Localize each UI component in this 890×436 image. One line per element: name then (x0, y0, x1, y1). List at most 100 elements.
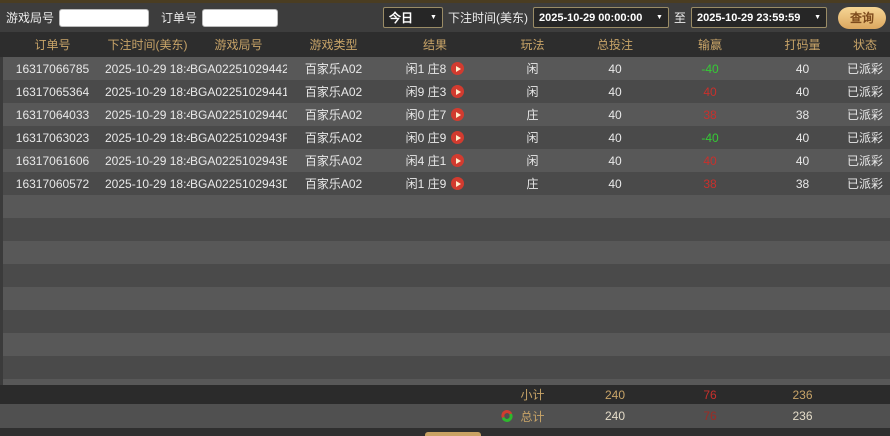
play-icon[interactable] (451, 85, 465, 98)
grand-total-label: 总计 (520, 409, 545, 424)
cut-off-gold-element (425, 432, 481, 436)
order-no-label: 订单号 (161, 11, 198, 25)
subtotal-total-bet: 240 (604, 387, 626, 402)
status-cell: 已派彩 (846, 154, 883, 168)
turnover-cell: 40 (795, 84, 810, 99)
end-datetime-value: 2025-10-29 23:59:59 (697, 11, 801, 24)
column-header-game-type: 游戏类型 (309, 38, 358, 52)
bet-time-cell: 2025-10-29 18:45 (105, 84, 190, 99)
win-loss-cell: -40 (701, 130, 719, 145)
table-body: 16317066785 2025-10-29 18:46 BGA02251029… (0, 57, 890, 195)
game-type-cell: 百家乐A02 (304, 154, 363, 168)
subtotal-row: 小计 240 76 236 (0, 385, 890, 404)
round-no-cell: BGA02251029441 (190, 84, 287, 99)
order-no-input[interactable] (202, 8, 279, 27)
column-header-turnover: 打码量 (784, 38, 821, 52)
order-no-cell: 16317065364 (15, 84, 90, 99)
play-triangle (456, 157, 462, 164)
total-bet-cell: 40 (608, 130, 622, 145)
column-header-status: 状态 (852, 38, 877, 52)
column-header-win-loss: 输赢 (697, 38, 722, 52)
to-label: 至 (673, 11, 686, 25)
table-row: 16317063023 2025-10-29 18:44 BGA02251029… (0, 126, 890, 149)
grand-total-label-cell: 总计 (490, 404, 575, 428)
column-header-result: 结果 (422, 38, 447, 52)
order-no-cell: 16317064033 (15, 107, 90, 122)
end-datetime-select[interactable]: 2025-10-29 23:59:59 ▼ (691, 7, 827, 28)
game-type-cell: 百家乐A02 (304, 131, 363, 145)
table-header: 订单号 下注时间(美东) 游戏局号 游戏类型 结果 玩法 总投注 输赢 打码量 … (0, 32, 890, 57)
turnover-cell: 38 (795, 107, 810, 122)
play-icon[interactable] (451, 177, 465, 190)
bet-time-cell: 2025-10-29 18:44 (105, 130, 190, 145)
status-cell: 已派彩 (846, 131, 883, 145)
win-loss-cell: 40 (703, 84, 717, 99)
status-cell: 已派彩 (846, 177, 883, 191)
table-row: 16317066785 2025-10-29 18:46 BGA02251029… (0, 57, 890, 80)
bet-time-cell: 2025-10-29 18:44 (105, 107, 190, 122)
round-no-cell: BGA02251029442 (190, 61, 287, 76)
play-type-cell: 闲 (526, 154, 539, 168)
round-no-cell: BGA0225102943F (190, 130, 287, 145)
result-text: 闲4 庄1 (405, 154, 447, 168)
table-row: 16317060572 2025-10-29 18:42 BGA02251029… (0, 172, 890, 195)
refresh-icon[interactable] (498, 407, 516, 425)
subtotal-turnover: 236 (792, 387, 813, 402)
top-edge-strip (0, 0, 890, 3)
game-type-cell: 百家乐A02 (304, 85, 363, 99)
play-type-cell: 庄 (526, 108, 539, 122)
result-text: 闲1 庄9 (405, 177, 447, 191)
total-bet-cell: 40 (608, 84, 622, 99)
play-icon[interactable] (451, 131, 465, 144)
grand-total-win-loss: 76 (703, 409, 717, 423)
play-type-cell: 庄 (526, 177, 539, 191)
turnover-cell: 40 (795, 153, 810, 168)
play-icon[interactable] (451, 154, 465, 167)
game-round-input[interactable] (59, 8, 150, 27)
play-type-cell: 闲 (526, 131, 539, 145)
date-range-value: 今日 (388, 11, 413, 25)
status-cell: 已派彩 (846, 108, 883, 122)
result-cell: 闲9 庄3 (380, 83, 490, 100)
round-no-cell: BGA0225102943D (190, 176, 287, 191)
chevron-down-icon: ▼ (430, 14, 437, 21)
turnover-cell: 38 (795, 176, 810, 191)
bet-time-label: 下注时间(美东) (447, 11, 528, 25)
grand-total-turnover: 236 (792, 409, 813, 423)
result-text: 闲0 庄9 (405, 131, 447, 145)
game-type-cell: 百家乐A02 (304, 108, 363, 122)
result-cell: 闲1 庄8 (380, 60, 490, 77)
query-button[interactable]: 查询 (838, 6, 886, 29)
win-loss-cell: -40 (701, 61, 719, 76)
game-type-cell: 百家乐A02 (304, 62, 363, 76)
total-bet-cell: 40 (608, 107, 622, 122)
bet-time-cell: 2025-10-29 18:43 (105, 153, 190, 168)
column-header-order-no: 订单号 (34, 38, 71, 52)
win-loss-cell: 38 (703, 107, 717, 122)
column-header-bet-time: 下注时间(美东) (107, 38, 188, 52)
order-no-cell: 16317060572 (15, 176, 90, 191)
filter-bar: 游戏局号 订单号 今日 ▼ 下注时间(美东) 2025-10-29 00:00:… (0, 3, 890, 32)
game-round-label: 游戏局号 (6, 11, 55, 25)
play-triangle (456, 88, 462, 95)
total-bet-cell: 40 (608, 153, 622, 168)
subtotal-win-loss: 76 (703, 387, 717, 402)
play-type-cell: 闲 (526, 85, 539, 99)
date-range-select[interactable]: 今日 ▼ (382, 7, 443, 28)
game-type-cell: 百家乐A02 (304, 177, 363, 191)
grand-total-total-bet: 240 (604, 409, 626, 423)
result-text: 闲9 庄3 (405, 85, 447, 99)
start-datetime-value: 2025-10-29 00:00:00 (538, 11, 643, 24)
grand-total-row: 总计 240 76 236 (0, 404, 890, 428)
start-datetime-select[interactable]: 2025-10-29 00:00:00 ▼ (532, 7, 669, 28)
chevron-down-icon: ▼ (814, 14, 821, 21)
play-triangle (456, 65, 462, 72)
play-icon[interactable] (451, 108, 465, 121)
table-row: 16317065364 2025-10-29 18:45 BGA02251029… (0, 80, 890, 103)
order-no-cell: 16317061606 (15, 153, 90, 168)
play-icon[interactable] (451, 62, 465, 75)
win-loss-cell: 40 (703, 153, 717, 168)
result-cell: 闲4 庄1 (380, 152, 490, 169)
play-triangle (456, 180, 462, 187)
table-left-edge (0, 57, 3, 385)
